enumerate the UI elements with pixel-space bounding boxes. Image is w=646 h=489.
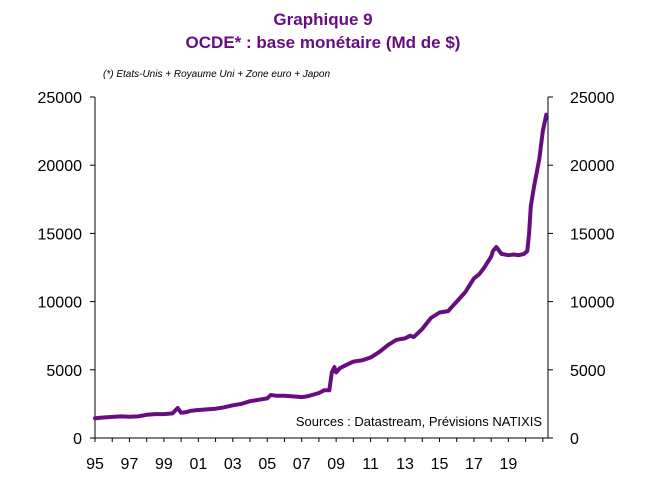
x-tick-label: 05 [258, 456, 276, 473]
x-tick-label: 01 [189, 456, 207, 473]
x-tick-label: 07 [293, 456, 311, 473]
x-tick-label: 15 [431, 456, 449, 473]
x-tick-label: 19 [499, 456, 517, 473]
x-tick-label: 99 [155, 456, 173, 473]
x-tick-label: 09 [327, 456, 345, 473]
y-tick-label-left: 25000 [38, 90, 83, 107]
x-tick-label: 95 [86, 456, 104, 473]
y-tick-label-left: 20000 [38, 158, 83, 175]
x-tick-label: 17 [465, 456, 483, 473]
x-tick-label: 13 [396, 456, 414, 473]
chart-footnote: (*) Etats-Unis + Royaume Uni + Zone euro… [103, 69, 331, 80]
y-tick-label-right: 10000 [570, 295, 615, 312]
y-tick-label-right: 25000 [570, 90, 615, 107]
chart-subtitle: OCDE* : base monétaire (Md de $) [185, 33, 461, 52]
y-tick-label-right: 20000 [570, 158, 615, 175]
y-tick-label-left: 15000 [38, 226, 83, 243]
y-tick-label-left: 5000 [46, 363, 82, 380]
series-line [93, 112, 549, 421]
x-tick-label: 97 [121, 456, 139, 473]
chart-series [93, 112, 549, 421]
y-tick-label-right: 5000 [570, 363, 606, 380]
chart-ticks: 0 0 5000 5000 10000 10000 15000 15000 20000 20000… [38, 90, 615, 473]
y-tick-label-right: 0 [570, 431, 579, 448]
x-tick-label: 11 [362, 456, 379, 473]
chart-axes [94, 97, 549, 439]
chart-title: Graphique 9 [273, 10, 373, 29]
y-tick-label-right: 15000 [570, 226, 615, 243]
y-tick-label-left: 0 [73, 431, 82, 448]
y-tick-label-left: 10000 [38, 295, 83, 312]
chart-source-note: Sources : Datastream, Prévisions NATIXIS [295, 414, 542, 429]
x-tick-label: 03 [224, 456, 242, 473]
